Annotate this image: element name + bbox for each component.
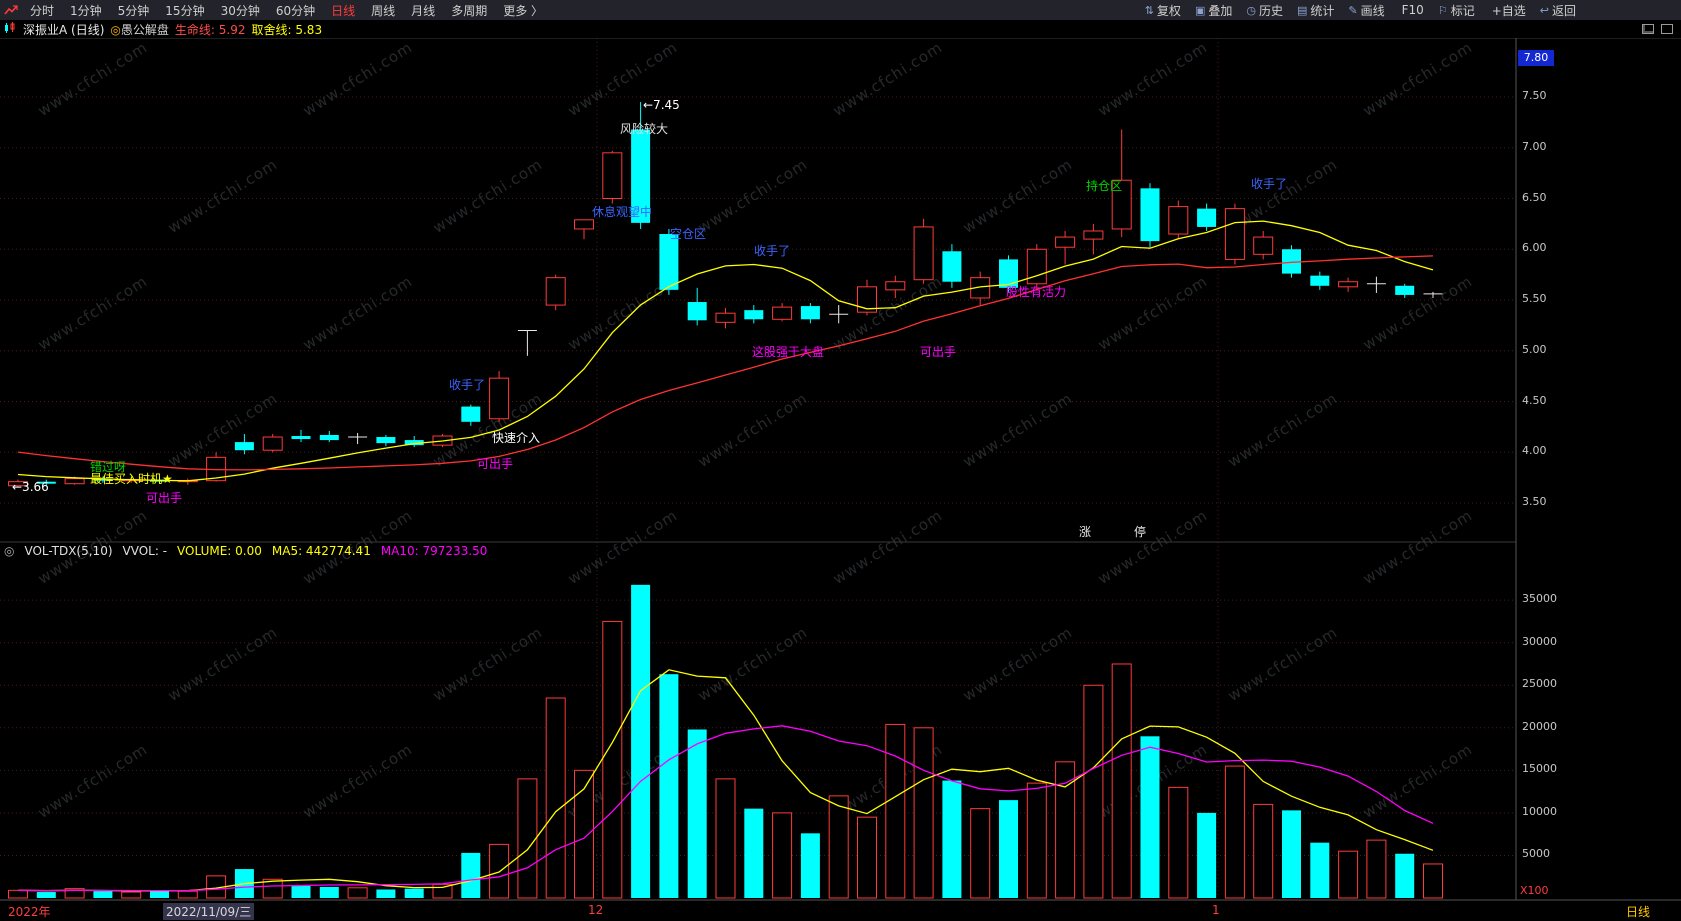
main-chart-area[interactable] (0, 38, 1516, 542)
vvol-value: VVOL: - (122, 544, 168, 558)
tool-label: 画线 (1360, 3, 1385, 18)
tool-1[interactable]: ▣ 叠加 (1188, 2, 1239, 19)
analyst-badge-icon: ◎ (110, 22, 121, 37)
limit-price-label: 7.80 (1518, 50, 1554, 66)
nav-item-10[interactable]: 更多 〉 (503, 3, 544, 18)
life-line-label: 生命线: (174, 22, 215, 37)
app-logo-icon (4, 4, 20, 17)
nav-item-7[interactable]: 周线 (371, 3, 396, 18)
axis-year-label: 2022年 (8, 905, 51, 919)
indicator-badge-icon: ◎ (4, 544, 15, 558)
indicator-name[interactable]: VOL-TDX(5,10) (24, 544, 113, 558)
nav-item-4[interactable]: 30分钟 (220, 3, 260, 18)
nav-item-8[interactable]: 月线 (411, 3, 436, 18)
nav-item-3[interactable]: 15分钟 (165, 3, 205, 18)
analyst-name[interactable]: 愚公解盘 (120, 22, 169, 37)
volume-chart-area[interactable] (0, 558, 1516, 898)
tool-8[interactable]: ↩ 返回 (1533, 2, 1583, 19)
tool-label: +自选 (1491, 3, 1526, 18)
tool-icon: ⇅ (1144, 3, 1154, 17)
tool-label: 历史 (1258, 3, 1283, 18)
info-bar: 深振业A (日线) ◎愚公解盘 生命线: 5.92 取舍线: 5.83 (0, 20, 1681, 38)
tool-icon: ✎ (1348, 3, 1358, 17)
nav-item-5[interactable]: 60分钟 (275, 3, 316, 18)
tool-7[interactable]: +自选 (1482, 2, 1533, 19)
tool-4[interactable]: ✎ 画线 (1341, 2, 1391, 19)
tool-0[interactable]: ⇅ 复权 (1138, 2, 1188, 19)
cut-line-value: 5.83 (295, 22, 323, 37)
nav-item-9[interactable]: 多周期 (451, 3, 488, 18)
volume-ma10-value: MA10: 797233.50 (380, 544, 488, 558)
tool-label: 返回 (1551, 3, 1576, 18)
kline-icon (4, 21, 17, 37)
life-line-value: 5.92 (218, 22, 246, 37)
volume-unit-label: X100 (1520, 884, 1549, 897)
tool-icon: ⚐ (1437, 3, 1448, 17)
tool-label: 叠加 (1208, 3, 1233, 18)
tool-label: 统计 (1310, 3, 1335, 18)
time-axis-bar: 2022年 2022/11/09/三 日线 (0, 900, 1681, 921)
nav-item-6[interactable]: 日线 (331, 3, 356, 18)
volume-ma5-value: MA5: 442774.41 (271, 544, 371, 558)
volume-pane-header: ◎ VOL-TDX(5,10) VVOL: - VOLUME: 0.00 MA5… (4, 544, 487, 558)
cut-line-label: 取舍线: (251, 22, 292, 37)
tool-icon: ▤ (1296, 3, 1308, 17)
axis-date-label: 2022/11/09/三 (163, 903, 255, 920)
nav-item-0[interactable]: 分时 (30, 3, 55, 18)
tool-icon: ▣ (1194, 3, 1206, 17)
window-controls (1642, 24, 1673, 34)
tool-label: F10 (1401, 3, 1424, 17)
price-axis (1516, 38, 1566, 900)
window-maximize-icon[interactable] (1661, 24, 1673, 34)
tool-label: 复权 (1156, 3, 1181, 18)
tool-5[interactable]: F10 (1392, 3, 1431, 17)
tool-2[interactable]: ◷ 历史 (1239, 2, 1290, 19)
stock-title: 深振业A (日线) (23, 22, 105, 37)
top-menu-bar: 分时 1分钟 5分钟 15分钟 30分钟 60分钟 日线 周线 月线 多周期 更多 〉 ⇅ 复权 ▣ 叠加… (0, 0, 1681, 20)
tool-icon: ↩ (1539, 3, 1549, 17)
nav-item-2[interactable]: 5分钟 (117, 3, 150, 18)
axis-period-label: 日线 (1626, 905, 1651, 919)
tool-label: 标记 (1450, 3, 1475, 18)
window-restore-icon[interactable] (1642, 24, 1654, 34)
period-nav: 分时 1分钟 5分钟 15分钟 30分钟 60分钟 日线 周线 月线 多周期 更多 〉 (22, 2, 551, 19)
tool-icon: ◷ (1246, 3, 1256, 17)
nav-item-1[interactable]: 1分钟 (70, 3, 102, 18)
toolbar: ⇅ 复权 ▣ 叠加 ◷ 历史 ▤ 统计 ✎ 画线 F10 ⚐ 标记 +自选 ↩ 返回 (1138, 2, 1583, 19)
tool-3[interactable]: ▤ 统计 (1290, 2, 1341, 19)
tool-6[interactable]: ⚐ 标记 (1431, 2, 1482, 19)
volume-value: VOLUME: 0.00 (177, 544, 262, 558)
